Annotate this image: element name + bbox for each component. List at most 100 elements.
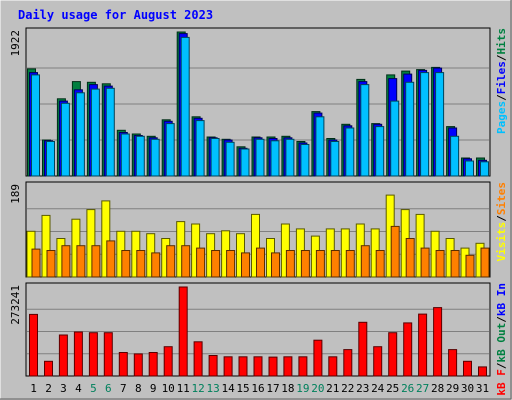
legend-separator: / — [495, 316, 508, 323]
bar-sites-day-19 — [300, 250, 310, 278]
legend-kbin-kbout-kbf: kB F/kB Out/kB In — [495, 283, 508, 396]
legend-item-kb-in: kB In — [495, 283, 508, 316]
bar-visits-day-5 — [86, 209, 96, 278]
bar-kb-f-day-9 — [148, 352, 158, 377]
bar-pages-day-19 — [300, 144, 310, 177]
bar-sites-day-27 — [420, 247, 430, 278]
bar-sites-day-12 — [196, 247, 206, 278]
bar-pages-day-13 — [210, 138, 220, 177]
x-tick-label-27: 27 — [416, 382, 429, 395]
x-tick-label-10: 10 — [162, 382, 175, 395]
x-tick-label-3: 3 — [60, 382, 67, 395]
y-max-label: 189 — [9, 184, 22, 204]
bar-sites-day-24 — [375, 250, 385, 278]
panel-kbin-kbout-kbf — [25, 282, 491, 377]
x-tick-label-9: 9 — [150, 382, 157, 395]
bar-visits-day-2 — [41, 214, 51, 278]
bar-kb-f-day-17 — [268, 356, 278, 377]
bar-kb-f-day-16 — [253, 356, 263, 377]
bar-kb-f-day-25 — [388, 332, 398, 377]
bar-sites-day-9 — [151, 252, 161, 278]
bar-pages-day-3 — [60, 102, 70, 177]
bar-kb-f-day-29 — [448, 349, 458, 377]
x-tick-label-4: 4 — [75, 382, 82, 395]
bar-pages-day-4 — [75, 92, 85, 177]
legend-separator: / — [495, 54, 508, 61]
x-tick-label-20: 20 — [311, 382, 324, 395]
x-tick-label-12: 12 — [191, 382, 204, 395]
x-tick-label-25: 25 — [386, 382, 399, 395]
bar-pages-day-2 — [46, 141, 55, 177]
bar-sites-day-31 — [480, 247, 490, 278]
bar-pages-day-30 — [465, 160, 474, 177]
x-tick-label-28: 28 — [431, 382, 444, 395]
bar-visits-day-16 — [251, 213, 260, 278]
bar-kb-f-day-31 — [478, 366, 487, 377]
bar-sites-day-10 — [166, 245, 176, 278]
x-tick-label-8: 8 — [135, 382, 142, 395]
legend-visits-sites: Visits/Sites — [495, 182, 508, 262]
bar-pages-day-10 — [165, 123, 175, 177]
x-axis-labels: 1 2 3 4 5 6 7 8 9 10 11 12 13 14 15 16 17 18 19 20 21 22 23 24 2… — [30, 382, 489, 395]
x-tick-label-11: 11 — [177, 382, 190, 395]
bar-sites-day-15 — [241, 252, 250, 278]
y-max-label: 1922 — [9, 30, 22, 57]
bar-kb-f-day-26 — [403, 322, 413, 377]
bar-sites-day-3 — [61, 245, 71, 278]
bar-sites-day-25 — [390, 225, 400, 278]
bar-sites-day-8 — [136, 250, 146, 278]
x-tick-label-1: 1 — [30, 382, 37, 395]
bar-visits-day-6 — [101, 200, 111, 278]
bar-pages-day-11 — [180, 36, 190, 177]
legend-item-pages: Pages — [495, 101, 508, 134]
bar-kb-f-day-19 — [298, 356, 308, 377]
bar-pages-day-26 — [405, 81, 415, 177]
bar-sites-day-6 — [106, 240, 116, 278]
bar-kb-f-day-6 — [103, 332, 113, 377]
bar-kb-f-day-2 — [44, 360, 53, 377]
bar-kb-f-day-7 — [118, 352, 128, 377]
bar-pages-day-23 — [360, 84, 370, 177]
bar-sites-day-17 — [271, 252, 280, 278]
bar-kb-f-day-20 — [313, 339, 323, 377]
bar-kb-f-day-8 — [133, 353, 143, 377]
bar-pages-day-27 — [420, 72, 430, 177]
x-tick-label-23: 23 — [356, 382, 369, 395]
bar-kb-f-day-30 — [463, 360, 472, 377]
bar-kb-f-day-21 — [328, 356, 338, 377]
bar-kb-f-day-1 — [29, 313, 38, 377]
x-tick-label-16: 16 — [251, 382, 264, 395]
x-tick-label-18: 18 — [281, 382, 294, 395]
bar-sites-day-14 — [226, 250, 236, 278]
x-tick-label-21: 21 — [326, 382, 339, 395]
bar-kb-f-day-12 — [193, 341, 203, 377]
legend-separator: / — [495, 94, 508, 101]
x-tick-label-5: 5 — [90, 382, 97, 395]
bar-pages-day-18 — [285, 138, 295, 177]
bar-sites-day-1 — [31, 248, 41, 278]
bar-kb-f-day-14 — [223, 356, 233, 377]
bar-visits-day-27 — [415, 213, 425, 278]
legend-separator: / — [495, 215, 508, 222]
bar-sites-day-11 — [181, 245, 191, 278]
bar-sites-day-23 — [360, 245, 370, 278]
x-tick-label-29: 29 — [446, 382, 459, 395]
bar-sites-day-26 — [405, 238, 415, 278]
bar-sites-day-13 — [211, 250, 221, 278]
legend-separator: / — [495, 362, 508, 369]
x-tick-label-26: 26 — [401, 382, 414, 395]
legend-item-visits: Visits — [495, 222, 508, 262]
chart-panels — [25, 27, 491, 377]
x-tick-label-31: 31 — [476, 382, 489, 395]
bar-kb-f-day-15 — [238, 356, 248, 377]
bar-pages-day-6 — [105, 87, 115, 177]
bar-kb-f-day-27 — [418, 313, 428, 377]
bar-pages-day-5 — [90, 88, 100, 177]
x-tick-label-14: 14 — [221, 382, 235, 395]
bar-sites-day-22 — [345, 250, 355, 278]
bar-sites-day-18 — [285, 250, 295, 278]
bar-sites-day-28 — [435, 250, 445, 278]
bar-pages-day-22 — [345, 127, 355, 177]
